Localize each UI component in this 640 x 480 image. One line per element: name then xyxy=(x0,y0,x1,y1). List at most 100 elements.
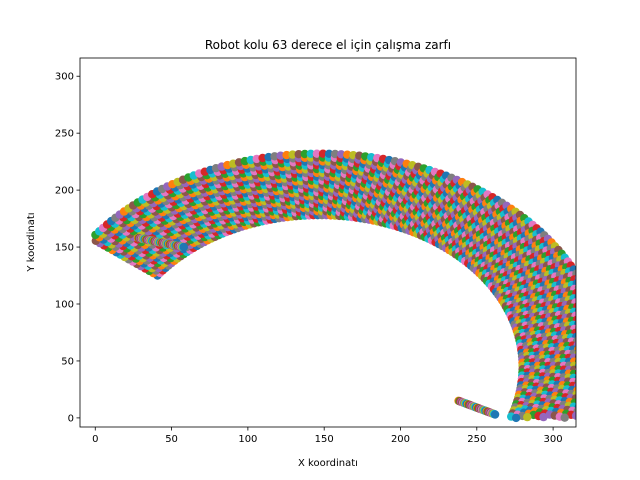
y-tick-label: 0 xyxy=(68,413,74,424)
x-axis: 0 50 100 150 200 250 300 xyxy=(92,427,563,445)
scatter-point xyxy=(596,402,604,410)
scatter-point xyxy=(594,339,602,347)
scatter-point xyxy=(582,332,590,340)
scatter-point xyxy=(579,319,587,327)
chart-title: Robot kolu 63 derece el için çalışma zar… xyxy=(205,38,451,52)
scatter-point xyxy=(595,353,603,361)
scatter-point xyxy=(600,380,608,388)
scatter-point xyxy=(601,362,609,370)
scatter-point xyxy=(582,396,590,404)
scatter-point xyxy=(579,378,587,386)
scatter-point xyxy=(590,348,598,356)
scatter-point xyxy=(599,384,607,392)
scatter-point xyxy=(590,370,598,378)
scatter-point xyxy=(600,343,608,351)
scatter-point xyxy=(511,413,521,423)
x-tick-label: 100 xyxy=(238,434,257,445)
scatter-point xyxy=(585,405,593,413)
scatter-point xyxy=(578,301,586,309)
scatter-point xyxy=(590,375,598,383)
scatter-point xyxy=(593,335,601,343)
scatter-point xyxy=(584,344,592,352)
scatter-point xyxy=(578,387,586,395)
scatter-point xyxy=(585,379,593,387)
y-tick-label: 300 xyxy=(55,72,74,83)
scatter-point xyxy=(580,370,588,378)
scatter-point xyxy=(600,375,608,383)
scatter-point xyxy=(599,339,607,347)
scatter-point xyxy=(580,349,588,357)
scatter-point xyxy=(590,353,598,361)
scatter-point xyxy=(595,375,603,383)
scatter-point xyxy=(581,310,589,318)
scatter-point xyxy=(586,309,594,317)
scatter-point xyxy=(580,404,588,412)
scatter-point xyxy=(580,323,588,331)
scatter-point xyxy=(595,379,603,387)
scatter-point xyxy=(601,357,609,365)
scatter-point xyxy=(585,353,593,361)
scatter-point xyxy=(585,370,593,378)
scatter-point xyxy=(593,393,601,401)
scatter-point xyxy=(580,305,588,313)
scatter-point xyxy=(588,388,596,396)
y-axis: 0 50 100 150 200 250 300 xyxy=(55,72,80,424)
scatter-point xyxy=(588,335,596,343)
scatter-point xyxy=(590,322,598,330)
scatter-point xyxy=(580,357,588,365)
scatter-point xyxy=(585,374,593,382)
scatter-point xyxy=(587,331,595,339)
scatter-point xyxy=(590,303,598,311)
scatter-point xyxy=(288,150,297,159)
scatter-point xyxy=(300,149,309,159)
scatter-point xyxy=(591,366,599,374)
scatter-point xyxy=(597,398,605,406)
scatter-point xyxy=(576,297,584,305)
scatter-point xyxy=(577,413,585,421)
x-tick-label: 0 xyxy=(92,434,98,445)
scatter-point xyxy=(490,410,500,419)
scatter-point xyxy=(587,396,595,404)
scatter-point xyxy=(598,334,606,342)
scatter-point xyxy=(577,278,585,286)
scatter-point xyxy=(596,325,604,333)
scatter-point xyxy=(584,383,592,391)
scatter-point xyxy=(560,413,569,422)
x-axis-label: X koordinatı xyxy=(298,458,358,469)
scatter-point xyxy=(597,330,605,338)
scatter-point xyxy=(576,311,584,319)
scatter-point xyxy=(598,393,606,401)
scatter-point xyxy=(591,401,599,409)
scatter-point xyxy=(595,348,603,356)
plot-frame xyxy=(79,57,577,428)
scatter-point xyxy=(589,344,597,352)
scatter-point xyxy=(581,327,589,335)
y-tick-label: 100 xyxy=(55,300,74,311)
x-tick-label: 300 xyxy=(544,434,563,445)
scatter-point xyxy=(593,312,601,320)
scatter-point xyxy=(600,348,608,356)
scatter-point xyxy=(596,357,604,365)
scatter-point xyxy=(583,409,591,417)
scatter-point xyxy=(306,149,315,158)
scatter-point xyxy=(590,379,598,387)
scatter-point xyxy=(591,362,599,370)
scatter-point xyxy=(601,352,609,360)
scatter-point xyxy=(585,366,593,374)
scatter-point xyxy=(588,313,596,321)
scatter-point xyxy=(179,242,188,252)
scatter-points xyxy=(91,149,609,423)
scatter-point xyxy=(583,387,591,395)
scatter-point xyxy=(294,150,303,159)
scatter-point xyxy=(584,290,592,298)
scatter-point xyxy=(579,292,587,300)
y-axis-label: Y koordinatı xyxy=(26,212,37,272)
scatter-point xyxy=(586,295,594,303)
scatter-point xyxy=(584,340,592,348)
scatter-point xyxy=(599,389,607,397)
y-tick-label: 150 xyxy=(55,243,74,254)
scatter-point xyxy=(583,314,591,322)
scatter-point xyxy=(591,308,599,316)
scatter-point xyxy=(585,362,593,370)
